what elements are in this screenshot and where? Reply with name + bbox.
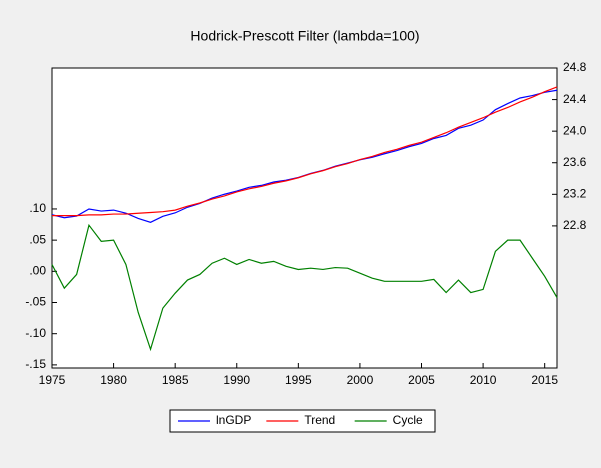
- y2-tick-label: 22.8: [563, 218, 587, 232]
- y-tick-label: .00: [29, 263, 46, 277]
- x-tick-label: 2010: [470, 373, 497, 387]
- x-tick-label: 1975: [39, 373, 66, 387]
- plot-area: [51, 67, 558, 369]
- x-tick-label: 1995: [285, 373, 312, 387]
- y-tick-label: -.05: [25, 295, 46, 309]
- x-tick-label: 1980: [100, 373, 127, 387]
- y2-tick-label: 23.2: [563, 186, 587, 200]
- x-tick-label: 1985: [162, 373, 189, 387]
- y-tick-label: .10: [29, 201, 46, 215]
- legend-label: Trend: [304, 413, 335, 427]
- x-tick-label: 1990: [223, 373, 250, 387]
- x-tick-label: 2000: [347, 373, 374, 387]
- legend-label: lnGDP: [216, 413, 251, 427]
- y2-tick-label: 23.6: [563, 155, 587, 169]
- y-tick-label: -.10: [25, 326, 46, 340]
- series-line: [51, 223, 558, 352]
- legend-box: [169, 409, 436, 433]
- y-tick-label: -.15: [25, 357, 46, 371]
- y2-tick-label: 24.4: [563, 92, 587, 106]
- y2-tick-label: 24.0: [563, 123, 587, 137]
- legend-label: Cycle: [393, 413, 423, 427]
- y2-tick-label: 24.8: [563, 60, 587, 74]
- x-tick-label: 2005: [408, 373, 435, 387]
- chart-title: Hodrick-Prescott Filter (lambda=100): [190, 28, 419, 44]
- x-tick-label: 2015: [531, 373, 558, 387]
- series-line: [52, 86, 558, 217]
- y-tick-label: .05: [29, 232, 46, 246]
